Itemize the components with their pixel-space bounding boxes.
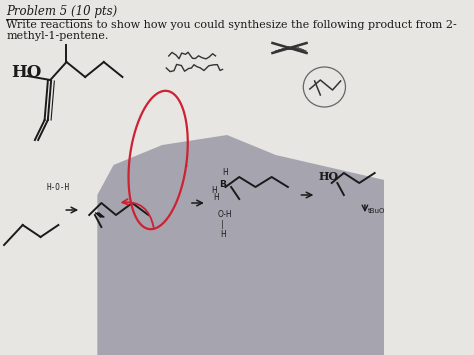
Text: |: | — [220, 220, 223, 229]
Text: H: H — [220, 230, 226, 239]
Text: Problem 5 (10 pts): Problem 5 (10 pts) — [7, 5, 118, 18]
Text: H: H — [222, 168, 228, 177]
Text: HO: HO — [319, 171, 339, 182]
Text: H: H — [213, 193, 219, 202]
Text: HO: HO — [11, 64, 42, 81]
Polygon shape — [97, 135, 384, 355]
Text: Write reactions to show how you could synthesize the following product from 2-: Write reactions to show how you could sy… — [7, 20, 457, 30]
Text: O-H: O-H — [218, 210, 232, 219]
Text: H-O-H: H-O-H — [46, 183, 69, 192]
Text: H: H — [211, 186, 217, 195]
Text: B: B — [219, 180, 226, 189]
Text: methyl-1-pentene.: methyl-1-pentene. — [7, 31, 109, 41]
Text: tBuO: tBuO — [367, 208, 385, 214]
